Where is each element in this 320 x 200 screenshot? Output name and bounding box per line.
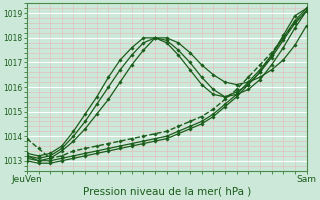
X-axis label: Pression niveau de la mer( hPa ): Pression niveau de la mer( hPa ) bbox=[83, 187, 251, 197]
